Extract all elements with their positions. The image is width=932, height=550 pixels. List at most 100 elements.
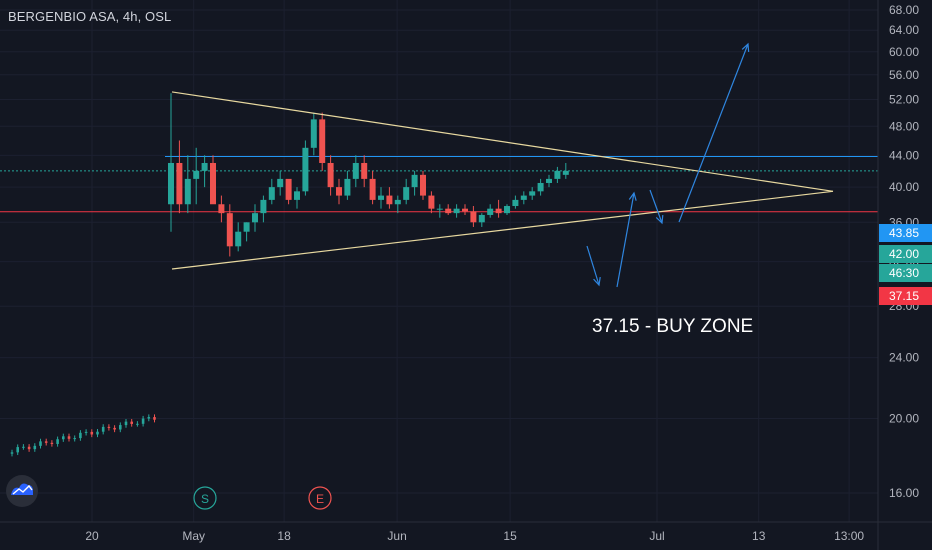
arrow-down-1[interactable]: [586, 245, 600, 286]
annotations: 37.15 - BUY ZONE: [592, 316, 753, 337]
price-tick-label: 24.00: [889, 351, 919, 365]
time-tick-label: Jul: [649, 529, 664, 543]
price-label-text: 42.00: [889, 247, 919, 261]
arrow-up-1[interactable]: [616, 192, 635, 288]
candle-body: [22, 446, 25, 448]
candle-body: [147, 417, 151, 419]
time-tick-label: 13: [752, 529, 766, 543]
event-marker-e[interactable]: E: [308, 486, 332, 510]
triangle-upper-trendline[interactable]: [171, 91, 834, 192]
candle-body: [554, 170, 561, 179]
candle-body: [90, 431, 94, 435]
candle-body: [294, 191, 300, 200]
candle-body: [470, 211, 477, 223]
price-label-text: 46:30: [889, 266, 919, 280]
time-tick-label: 20: [85, 529, 99, 543]
triangle-lower-trendline[interactable]: [171, 190, 834, 270]
price-tick-label: 16.00: [889, 486, 919, 500]
price-tick-label: 20.00: [889, 412, 919, 426]
candle-body: [344, 178, 351, 196]
arrow-up-2[interactable]: [678, 43, 749, 223]
price-label-green[interactable]: 42.00: [879, 245, 932, 263]
candlestick-series: [10, 93, 569, 457]
candle-body: [411, 174, 418, 188]
candle-body: [210, 162, 216, 205]
candle-body: [107, 426, 111, 428]
candle-body: [386, 195, 393, 205]
candle-body: [268, 187, 275, 200]
candle-body: [56, 439, 59, 444]
candle-body: [428, 195, 435, 209]
candle-body: [462, 208, 468, 212]
price-label-red[interactable]: 37.15: [879, 287, 932, 305]
tradingview-logo-icon[interactable]: [6, 475, 38, 507]
candle-body: [327, 162, 334, 188]
price-label-box: [879, 287, 932, 305]
candle-body: [176, 162, 183, 205]
candle-body: [193, 170, 200, 179]
candle-body: [73, 438, 76, 440]
candle-body: [436, 208, 443, 210]
event-marker-label: E: [316, 492, 324, 506]
candle-body: [478, 214, 485, 223]
candle-body: [39, 441, 42, 446]
price-label-countdown[interactable]: 46:30: [879, 264, 932, 282]
candle-body: [495, 208, 502, 214]
candle-body: [546, 178, 552, 183]
event-marker-label: S: [201, 492, 209, 506]
candle-body: [79, 432, 82, 439]
symbol-title[interactable]: BERGENBIO ASA, 4h, OSL: [8, 9, 172, 24]
price-tick-label: 68.00: [889, 3, 919, 17]
candle-body: [96, 431, 99, 435]
price-label-blue[interactable]: 43.85: [879, 224, 932, 242]
time-axis[interactable]: 20 May 18 Jun 15 Jul 13 13:00: [0, 521, 932, 543]
arrow-up-2-head: [741, 42, 750, 53]
candle-body: [226, 213, 233, 247]
candle-body: [84, 431, 88, 433]
candle-body: [378, 195, 384, 200]
candle-body: [136, 423, 139, 425]
time-tick-label: 13:00: [834, 529, 864, 543]
price-label-text: 43.85: [889, 226, 919, 240]
event-marker-s[interactable]: S: [193, 486, 217, 510]
candle-body: [130, 421, 133, 424]
time-tick-label: 18: [277, 529, 291, 543]
candle-body: [319, 119, 326, 163]
arrow-down-1-head: [593, 277, 601, 287]
grid-lines: [0, 0, 878, 522]
arrow-down-2-head: [655, 214, 664, 225]
price-axis[interactable]: 68.00 64.00 60.00 56.00 52.00 48.00 44.00 40.00…: [877, 0, 932, 550]
candle-body: [520, 195, 527, 200]
price-tick-label: 60.00: [889, 45, 919, 59]
event-marker-circle: [308, 486, 332, 510]
buy-zone-annotation: 37.15 - BUY ZONE: [592, 316, 753, 337]
candle-body: [44, 441, 48, 443]
price-label-box: [879, 264, 932, 282]
candle-body: [537, 182, 544, 192]
candle-body: [201, 162, 208, 171]
candle-body: [512, 199, 519, 207]
arrow-up-1-head: [628, 191, 637, 201]
candle-body: [16, 447, 19, 453]
logo-line: [12, 484, 33, 495]
drawing-tools[interactable]: [171, 42, 834, 288]
price-tick-label: 48.00: [889, 119, 919, 133]
candle-body: [119, 425, 122, 430]
candle-body: [420, 174, 426, 196]
price-tick-label: 52.00: [889, 93, 919, 107]
arrow-down-2[interactable]: [649, 189, 663, 224]
candle-body: [101, 426, 105, 432]
price-tick-label: 40.00: [889, 180, 919, 194]
candle-body: [260, 199, 267, 214]
event-marker-circle: [193, 486, 217, 510]
logo-cloud: [11, 483, 33, 495]
candle-body: [336, 187, 342, 196]
candle-body: [153, 417, 156, 420]
candle-body: [445, 208, 452, 214]
candle-body: [453, 208, 460, 214]
candle-body: [361, 162, 368, 179]
candle-body: [352, 162, 359, 179]
